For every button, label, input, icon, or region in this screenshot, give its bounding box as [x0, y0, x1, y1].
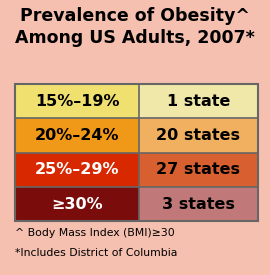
Text: 3 states: 3 states — [162, 197, 235, 212]
Bar — [139, 84, 258, 118]
Text: Prevalence of Obesity^: Prevalence of Obesity^ — [20, 7, 250, 25]
Bar — [15, 84, 139, 118]
Bar — [15, 118, 139, 153]
Text: 1 state: 1 state — [167, 94, 230, 109]
Text: 20%–24%: 20%–24% — [35, 128, 119, 143]
Text: 27 states: 27 states — [156, 162, 241, 177]
Text: ≥30%: ≥30% — [51, 197, 103, 212]
Bar — [15, 187, 139, 221]
Bar — [139, 153, 258, 187]
Text: 25%–29%: 25%–29% — [35, 162, 119, 177]
Text: 15%–19%: 15%–19% — [35, 94, 119, 109]
Text: ^ Body Mass Index (BMI)≥30: ^ Body Mass Index (BMI)≥30 — [15, 228, 175, 238]
Bar — [15, 153, 139, 187]
Text: *Includes District of Columbia: *Includes District of Columbia — [15, 248, 177, 257]
Bar — [139, 187, 258, 221]
Bar — [139, 118, 258, 153]
Bar — [15, 84, 258, 221]
Text: Among US Adults, 2007*: Among US Adults, 2007* — [15, 29, 255, 47]
Text: 20 states: 20 states — [156, 128, 241, 143]
